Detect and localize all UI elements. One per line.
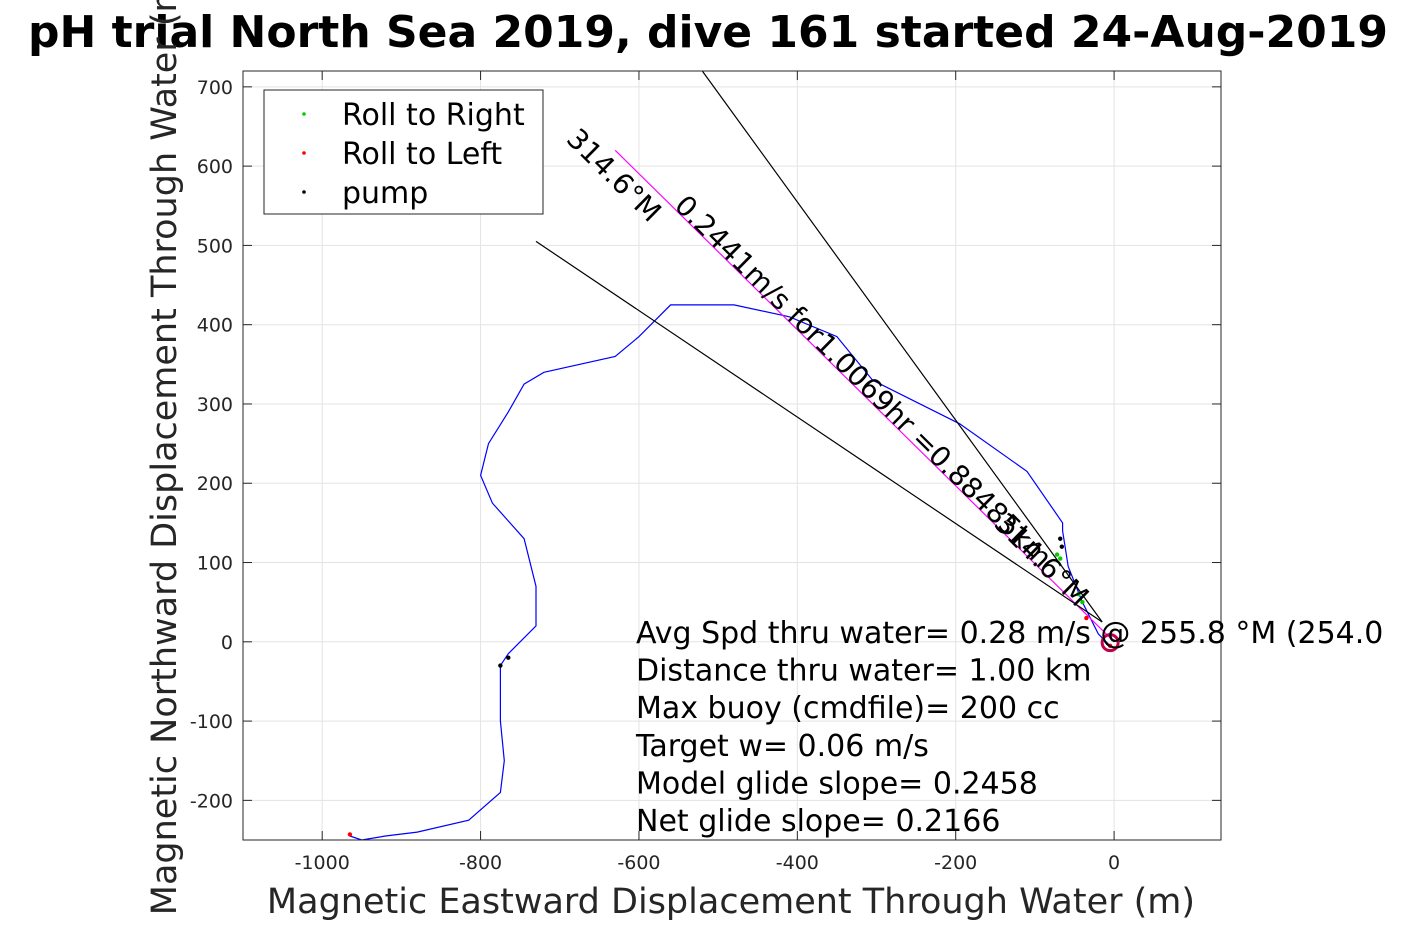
pump-marker bbox=[506, 655, 511, 660]
annotations: Avg Spd thru water= 0.28 m/s @ 255.8 °M … bbox=[635, 616, 1383, 839]
series-line-2 bbox=[701, 71, 1103, 623]
pump-marker bbox=[1059, 544, 1065, 549]
y-tick-label: 0 bbox=[221, 632, 233, 654]
y-tick-label: 200 bbox=[197, 473, 233, 495]
y-tick-label: 400 bbox=[197, 315, 233, 337]
annotation-line: Model glide slope= 0.2458 bbox=[636, 766, 1038, 801]
series-line-1 bbox=[614, 149, 1115, 643]
y-tick-label: 300 bbox=[197, 394, 233, 416]
legend-marker bbox=[302, 190, 306, 194]
annotation-line: Avg Spd thru water= 0.28 m/s @ 255.8 °M … bbox=[636, 616, 1383, 651]
y-axis-label: Magnetic Northward Displacement Through … bbox=[145, 0, 185, 915]
x-axis-label: Magnetic Eastward Displacement Through W… bbox=[267, 882, 1195, 922]
roll-left-marker bbox=[347, 832, 353, 837]
legend: Roll to Right Roll to Left pump bbox=[263, 89, 544, 215]
annotation-line: Net glide slope= 0.2166 bbox=[636, 804, 1000, 839]
y-tick-label: 100 bbox=[197, 553, 233, 575]
roll-right-marker bbox=[1076, 592, 1081, 597]
y-tick-label: -100 bbox=[190, 711, 233, 733]
pump-marker bbox=[498, 663, 503, 668]
x-tick-label: 0 bbox=[1108, 852, 1120, 874]
legend-label: Roll to Left bbox=[342, 137, 502, 172]
roll-right-marker bbox=[1058, 556, 1063, 561]
roll-right-marker bbox=[1054, 552, 1060, 557]
y-tick-label: 600 bbox=[197, 156, 233, 178]
x-tick-label: -1000 bbox=[295, 852, 350, 874]
dive-end-circle bbox=[1100, 633, 1120, 653]
legend-marker bbox=[302, 112, 306, 116]
plot-frame bbox=[242, 70, 1222, 841]
y-tick-label: 500 bbox=[197, 235, 233, 257]
legend-marker bbox=[302, 151, 306, 155]
annotation-line: Target w= 0.06 m/s bbox=[635, 729, 929, 764]
x-tick-label: -600 bbox=[617, 852, 660, 874]
y-tick-label: 700 bbox=[197, 77, 233, 99]
x-tick-label: -800 bbox=[459, 852, 502, 874]
roll-left-marker bbox=[1084, 615, 1089, 621]
pump-marker bbox=[1058, 536, 1063, 541]
x-tick-label: -400 bbox=[776, 852, 819, 874]
y-tick-label: -200 bbox=[190, 790, 233, 812]
roll-left-marker bbox=[1107, 643, 1113, 648]
annotation-line: Distance thru water= 1.00 km bbox=[636, 654, 1091, 689]
legend-label: pump bbox=[342, 176, 428, 211]
series-line-3 bbox=[535, 240, 1103, 623]
grid-lines bbox=[243, 71, 1221, 840]
x-tick-label: -200 bbox=[934, 852, 977, 874]
legend-label: Roll to Right bbox=[342, 98, 525, 133]
annotation-line: Max buoy (cmdfile)= 200 cc bbox=[636, 691, 1060, 726]
chart-title: pH trial North Sea 2019, dive 161 starte… bbox=[28, 7, 1388, 58]
series-line-0 bbox=[349, 304, 1111, 840]
axis-ticks: -1000 -800 -600 -400 -200 0-200-1000100200300… bbox=[190, 71, 1221, 874]
roll-right-marker bbox=[1080, 599, 1085, 605]
legend-box bbox=[263, 89, 544, 215]
